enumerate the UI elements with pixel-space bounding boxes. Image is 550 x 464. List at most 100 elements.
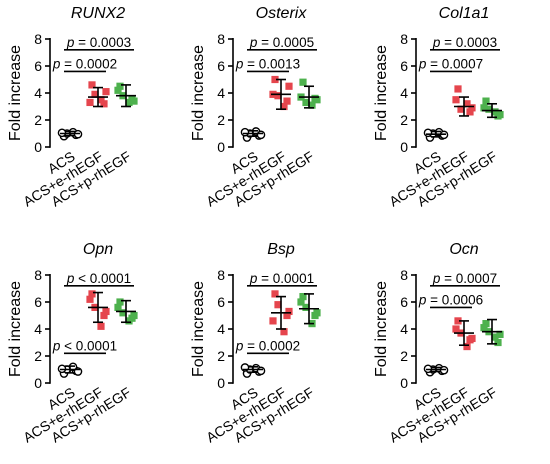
data-point-2 [491, 333, 499, 341]
data-point-0 [423, 128, 433, 138]
data-point-2 [485, 105, 493, 113]
y-tick-label: 0 [400, 139, 408, 155]
chart-title: RUNX2 [71, 5, 125, 22]
data-point-1 [463, 342, 471, 351]
y-axis-label: Fold increase [7, 281, 24, 377]
data-point-2 [125, 317, 133, 325]
y-tick-label: 2 [400, 112, 408, 128]
data-point-1 [452, 96, 460, 104]
data-point-1 [463, 100, 471, 108]
data-point-2 [130, 97, 138, 105]
y-tick-label: 6 [34, 58, 42, 74]
data-point-1 [466, 108, 474, 116]
data-point-2 [114, 86, 122, 94]
y-tick-label: 4 [217, 321, 225, 337]
data-point-1 [100, 100, 108, 108]
data-point-2 [130, 311, 138, 320]
y-tick-label: 2 [217, 348, 225, 364]
chart-title: Col1a1 [439, 5, 490, 22]
data-point-1 [280, 328, 288, 336]
p-value-label: p = 0.0003 [66, 35, 131, 50]
data-point-1 [274, 92, 282, 100]
data-point-1 [285, 82, 293, 90]
y-axis-label: Fold increase [373, 281, 390, 377]
y-tick-label: 2 [400, 348, 408, 364]
data-point-1 [102, 88, 110, 96]
y-tick-label: 2 [34, 348, 42, 364]
data-point-1 [454, 85, 462, 93]
y-tick-label: 8 [217, 31, 225, 47]
p-value-label: p < 0.0001 [52, 338, 117, 353]
y-tick-label: 4 [400, 321, 408, 337]
data-point-2 [302, 98, 310, 107]
chart-title: Ocn [449, 241, 478, 258]
y-tick-label: 0 [34, 375, 42, 391]
data-point-1 [271, 290, 279, 298]
data-point-2 [119, 309, 127, 317]
y-tick-label: 8 [217, 267, 225, 283]
y-tick-label: 6 [34, 294, 42, 310]
data-point-1 [97, 322, 105, 330]
data-point-1 [86, 98, 94, 107]
data-point-2 [482, 320, 490, 328]
data-point-1 [457, 105, 465, 113]
data-point-0 [256, 366, 266, 376]
data-point-1 [283, 311, 291, 320]
y-tick-label: 8 [34, 267, 42, 283]
y-tick-label: 0 [400, 375, 408, 391]
y-axis-label: Fold increase [190, 281, 207, 377]
y-tick-label: 6 [217, 294, 225, 310]
y-tick-label: 6 [400, 58, 408, 74]
data-point-2 [116, 298, 124, 306]
data-point-1 [269, 317, 277, 325]
y-axis-label: Fold increase [190, 45, 207, 141]
data-point-2 [299, 293, 307, 301]
data-point-2 [299, 78, 307, 86]
y-tick-label: 4 [34, 321, 42, 337]
p-value-label: p = 0.0007 [418, 56, 483, 71]
data-point-1 [100, 311, 108, 320]
data-point-2 [313, 309, 321, 317]
p-value-label: p < 0.0001 [66, 271, 131, 286]
p-value-label: p = 0.0003 [432, 35, 497, 50]
y-axis-label: Fold increase [373, 45, 390, 141]
y-tick-label: 6 [400, 294, 408, 310]
p-value-label: p = 0.0001 [249, 271, 314, 286]
y-tick-label: 8 [400, 31, 408, 47]
chart-title: Osterix [256, 5, 308, 22]
data-point-2 [491, 108, 499, 116]
data-point-1 [271, 75, 279, 84]
data-point-1 [91, 90, 99, 98]
data-point-1 [468, 334, 476, 343]
p-value-label: p = 0.0013 [235, 56, 300, 71]
data-point-2 [114, 303, 122, 311]
data-point-1 [274, 301, 282, 309]
y-tick-label: 4 [217, 85, 225, 101]
data-point-1 [468, 104, 476, 112]
y-tick-label: 4 [34, 85, 42, 101]
p-value-label: p = 0.0005 [249, 35, 314, 50]
p-value-label: p = 0.0006 [418, 292, 483, 307]
data-point-2 [496, 330, 504, 338]
y-tick-label: 0 [217, 375, 225, 391]
y-tick-label: 2 [34, 112, 42, 128]
y-tick-label: 0 [34, 139, 42, 155]
data-point-1 [452, 325, 460, 333]
y-tick-label: 0 [217, 139, 225, 155]
data-point-2 [302, 303, 310, 311]
y-tick-label: 4 [400, 85, 408, 101]
data-point-2 [494, 338, 502, 347]
data-point-2 [125, 98, 133, 107]
data-point-1 [283, 97, 291, 105]
data-point-2 [480, 324, 488, 332]
data-point-2 [308, 101, 316, 109]
p-value-label: p = 0.0002 [52, 56, 117, 71]
y-tick-label: 8 [34, 31, 42, 47]
